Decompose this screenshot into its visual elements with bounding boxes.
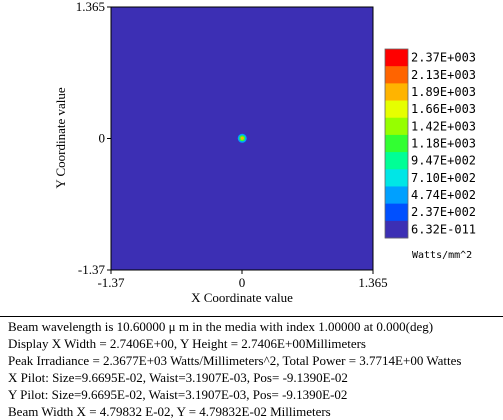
colorbar-swatch bbox=[385, 83, 408, 101]
colorbar-label: 1.66E+003 bbox=[411, 102, 476, 116]
colorbar-swatch bbox=[385, 134, 408, 153]
colorbar bbox=[384, 48, 409, 239]
x-tick-label: 0 bbox=[239, 275, 246, 290]
colorbar-label: 6.32E-011 bbox=[411, 222, 476, 236]
colorbar-label: 2.13E+003 bbox=[411, 68, 476, 82]
colorbar-label: 1.89E+003 bbox=[411, 85, 476, 99]
colorbar-label: 1.42E+003 bbox=[411, 119, 476, 133]
info-line-wavelength: Beam wavelength is 10.60000 μ m in the m… bbox=[8, 319, 434, 334]
beam-info-panel: Beam wavelength is 10.60000 μ m in the m… bbox=[0, 316, 503, 420]
x-axis-label: X Coordinate value bbox=[191, 290, 293, 305]
x-tick-label: -1.37 bbox=[97, 275, 125, 290]
colorbar-swatch bbox=[385, 100, 408, 119]
colorbar-swatch bbox=[385, 117, 408, 136]
colorbar-label: 1.18E+003 bbox=[411, 137, 476, 151]
colorbar-swatch bbox=[385, 152, 408, 170]
colorbar-swatch bbox=[385, 169, 408, 187]
info-line-beam-width: Beam Width X = 4.79832 E-02, Y = 4.79832… bbox=[8, 404, 331, 419]
x-tick-label: 1.365 bbox=[358, 275, 387, 290]
colorbar-label: 9.47E+002 bbox=[411, 154, 476, 168]
colorbar-swatch bbox=[385, 49, 408, 67]
beam-spot bbox=[237, 133, 247, 143]
info-line-peak-irradiance: Peak Irradiance = 2.3677E+03 Watts/Milli… bbox=[8, 353, 462, 368]
colorbar-swatch bbox=[385, 220, 408, 239]
info-line-y-pilot: Y Pilot: Size=9.6695E-02, Waist=3.1907E-… bbox=[8, 387, 348, 402]
colorbar-label: 2.37E+002 bbox=[411, 205, 476, 219]
colorbar-label: 2.37E+003 bbox=[411, 51, 476, 65]
y-tick-label: -1.37 bbox=[78, 262, 106, 277]
colorbar-swatch bbox=[385, 186, 408, 205]
colorbar-swatch bbox=[385, 203, 408, 222]
y-axis-label: Y Coordinate value bbox=[53, 87, 68, 189]
colorbar-border bbox=[384, 48, 409, 239]
info-line-display-size: Display X Width = 2.7406E+00, Y Height =… bbox=[8, 336, 366, 351]
y-tick-label: 0 bbox=[99, 131, 106, 146]
info-line-x-pilot: X Pilot: Size=9.6695E-02, Waist=3.1907E-… bbox=[8, 370, 348, 385]
colorbar-label: 4.74E+002 bbox=[411, 188, 476, 202]
colorbar-unit-label: Watts/mm^2 bbox=[412, 250, 472, 261]
y-tick-label: 1.365 bbox=[76, 0, 105, 14]
colorbar-swatch bbox=[385, 66, 408, 84]
beam-irradiance-chart: -1.37 0 1.365 1.365 0 -1.37 X Coordinate val… bbox=[53, 0, 476, 305]
colorbar-label: 7.10E+002 bbox=[411, 171, 476, 185]
